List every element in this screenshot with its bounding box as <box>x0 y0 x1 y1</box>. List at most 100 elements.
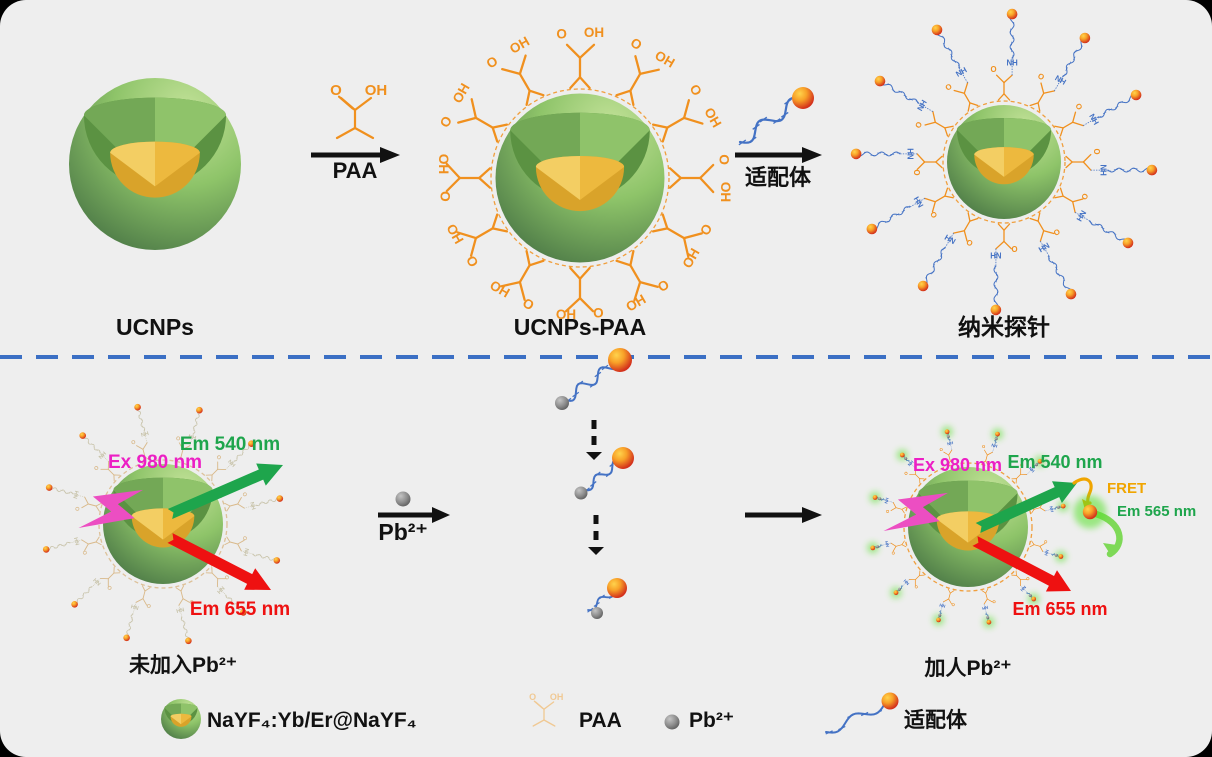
svg-text:HN: HN <box>176 607 185 615</box>
svg-text:NH: NH <box>98 451 108 461</box>
svg-text:O: O <box>520 295 537 313</box>
svg-text:O: O <box>93 464 101 472</box>
svg-text:Em 655 nm: Em 655 nm <box>1012 599 1107 619</box>
svg-text:OH: OH <box>550 692 564 702</box>
svg-text:O: O <box>105 585 113 593</box>
svg-text:O: O <box>1043 539 1049 544</box>
svg-text:O: O <box>939 446 944 452</box>
svg-text:OH: OH <box>623 291 648 314</box>
svg-text:HN: HN <box>939 602 946 608</box>
svg-text:HN: HN <box>884 541 890 548</box>
svg-text:O: O <box>628 35 645 53</box>
svg-text:适配体: 适配体 <box>745 165 812 190</box>
svg-text:NaYF₄:Yb/Er@NaYF₄: NaYF₄:Yb/Er@NaYF₄ <box>207 709 417 732</box>
svg-text:加人Pb²⁺: 加人Pb²⁺ <box>924 657 1012 680</box>
svg-text:HN: HN <box>990 252 1002 261</box>
svg-text:Ex 980 nm: Ex 980 nm <box>108 452 202 473</box>
svg-text:Em 565 nm: Em 565 nm <box>1117 503 1196 520</box>
svg-text:O: O <box>437 191 452 202</box>
svg-text:NH: NH <box>1087 112 1101 127</box>
svg-text:OH: OH <box>701 105 724 130</box>
svg-text:O: O <box>131 439 137 446</box>
svg-text:O: O <box>1036 71 1046 82</box>
svg-text:O: O <box>330 82 342 99</box>
svg-text:O: O <box>1025 575 1031 581</box>
svg-text:O: O <box>242 535 249 541</box>
svg-text:PAA: PAA <box>333 158 378 183</box>
svg-text:OH: OH <box>450 81 473 106</box>
svg-text:O: O <box>81 550 88 556</box>
svg-text:O: O <box>529 692 536 702</box>
svg-text:OH: OH <box>584 25 604 40</box>
svg-text:Pb²⁺: Pb²⁺ <box>689 709 734 732</box>
svg-text:OH: OH <box>679 246 702 271</box>
svg-text:UCNPs: UCNPs <box>116 314 194 340</box>
svg-text:NH: NH <box>991 442 998 448</box>
svg-text:O: O <box>687 82 705 99</box>
svg-text:Em 540 nm: Em 540 nm <box>1007 452 1102 472</box>
svg-text:O: O <box>1073 102 1084 112</box>
svg-text:O: O <box>556 26 567 41</box>
svg-text:O: O <box>75 506 82 512</box>
svg-text:Ex 980 nm: Ex 980 nm <box>913 455 1002 475</box>
svg-text:OH: OH <box>507 34 532 57</box>
svg-text:O: O <box>885 508 891 513</box>
svg-text:OH: OH <box>365 82 388 99</box>
svg-text:OH: OH <box>443 221 466 246</box>
svg-text:O: O <box>463 253 481 270</box>
svg-text:OH: OH <box>718 182 733 202</box>
svg-text:OH: OH <box>487 277 512 300</box>
svg-text:Em 655 nm: Em 655 nm <box>190 599 290 620</box>
svg-text:NH: NH <box>1006 58 1018 67</box>
svg-text:HN: HN <box>912 195 926 210</box>
svg-text:O: O <box>1092 148 1101 154</box>
svg-text:NH: NH <box>915 98 929 113</box>
svg-text:O: O <box>913 584 919 590</box>
svg-text:HN: HN <box>91 578 101 588</box>
svg-text:HN: HN <box>130 604 139 612</box>
svg-text:NH: NH <box>954 65 969 79</box>
svg-text:HN: HN <box>905 148 914 160</box>
svg-text:O: O <box>981 444 986 450</box>
svg-text:适配体: 适配体 <box>904 709 968 732</box>
svg-text:PAA: PAA <box>579 709 622 732</box>
svg-text:OH: OH <box>436 154 451 174</box>
svg-text:O: O <box>990 65 996 74</box>
svg-text:UCNPs-PAA: UCNPs-PAA <box>514 314 646 340</box>
svg-text:O: O <box>992 599 997 605</box>
svg-text:O: O <box>944 82 954 93</box>
svg-text:O: O <box>655 277 672 295</box>
svg-text:O: O <box>215 454 223 462</box>
svg-text:NH: NH <box>226 459 236 469</box>
svg-text:O: O <box>717 154 732 165</box>
svg-text:HN: HN <box>217 586 227 596</box>
svg-text:O: O <box>437 114 455 131</box>
svg-text:NH: NH <box>1099 164 1108 176</box>
svg-text:O: O <box>928 210 939 220</box>
svg-text:HN: HN <box>943 233 958 247</box>
svg-text:未加入Pb²⁺: 未加入Pb²⁺ <box>129 654 237 677</box>
svg-text:NH: NH <box>1053 73 1068 87</box>
svg-text:O: O <box>1052 227 1062 238</box>
svg-text:HN: HN <box>1075 209 1089 224</box>
svg-text:Em 540 nm: Em 540 nm <box>180 434 280 455</box>
svg-text:NH: NH <box>883 497 889 504</box>
svg-text:O: O <box>484 53 501 71</box>
svg-text:NH: NH <box>73 490 81 499</box>
svg-text:HN: HN <box>1043 549 1049 556</box>
svg-text:O: O <box>697 221 715 238</box>
svg-text:NH: NH <box>248 501 256 510</box>
svg-text:HN: HN <box>1037 241 1052 255</box>
svg-text:O: O <box>241 492 248 498</box>
svg-text:HN: HN <box>243 548 251 557</box>
svg-text:O: O <box>146 603 152 610</box>
svg-text:FRET: FRET <box>1107 480 1146 497</box>
svg-text:HN: HN <box>72 537 80 546</box>
svg-text:纳米探针: 纳米探针 <box>958 314 1050 340</box>
svg-text:O: O <box>903 470 909 476</box>
svg-text:O: O <box>1011 245 1017 254</box>
svg-text:NH: NH <box>140 431 149 439</box>
svg-text:O: O <box>951 602 956 608</box>
svg-text:O: O <box>891 551 897 556</box>
svg-text:O: O <box>912 169 921 175</box>
